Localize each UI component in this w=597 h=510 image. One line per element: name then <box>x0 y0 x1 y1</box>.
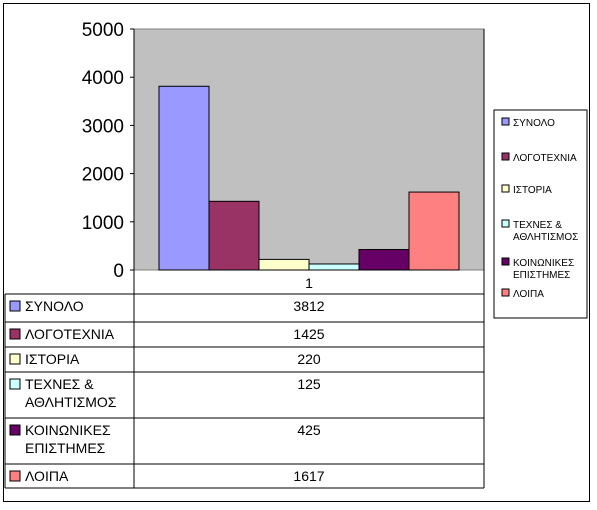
legend-key <box>501 257 510 266</box>
legend-label: ΛΟΓΟΤΕΧΝΙΑ <box>513 153 577 164</box>
legend-label: ΣΥΝΟΛΟ <box>513 118 555 129</box>
table-legend-key <box>9 424 21 436</box>
table-value: 3812 <box>293 298 324 314</box>
bar <box>158 85 210 271</box>
table-legend-key <box>9 470 21 482</box>
legend-label: ΕΠΙΣΤΗΜΕΣ <box>513 270 570 281</box>
y-tick-label: 0 <box>113 261 124 282</box>
bar <box>408 191 460 271</box>
legend-key <box>501 117 510 126</box>
legend-label: ΙΣΤΟΡΙΑ <box>513 185 552 196</box>
y-tick-label: 1000 <box>82 213 124 234</box>
data-table: 1 ΣΥΝΟΛΟ 3812 ΛΟΓΟΤΕΧΝΙΑ 1425 ΙΣΤΟΡΙΑ 220 ΤΕΧΝΕ… <box>4 29 485 489</box>
bar <box>358 249 410 271</box>
table-legend-key <box>9 353 21 365</box>
table-value: 125 <box>297 376 321 392</box>
legend-key <box>501 288 510 297</box>
table-series-label: ΛΟΙΠΑ <box>25 468 69 484</box>
table-legend-key <box>9 300 21 312</box>
table-series-label: ΕΠΙΣΤΗΜΕΣ <box>25 440 106 456</box>
table-series-label: ΚΟΙΝΩΝΙΚΕΣ <box>25 422 111 438</box>
legend-label: ΤΕΧΝΕΣ & <box>513 220 562 231</box>
bar <box>308 263 360 271</box>
legend: ΣΥΝΟΛΟ ΛΟΓΟΤΕΧΝΙΑ ΙΣΤΟΡΙΑ ΤΕΧΝΕΣ &ΑΘΛΗΤΙΣΜΟ… <box>493 109 588 319</box>
y-axis: 0 1000 2000 3000 4000 5000 <box>82 20 135 282</box>
y-tick-label: 3000 <box>82 116 124 137</box>
bars <box>158 85 460 271</box>
table-series-label: ΤΕΧΝΕΣ & <box>25 376 94 392</box>
table-series-label: ΑΘΛΗΤΙΣΜΟΣ <box>25 394 117 410</box>
bar <box>208 200 260 271</box>
legend-label: ΑΘΛΗΤΙΣΜΟΣ <box>513 232 578 243</box>
table-value: 425 <box>297 422 321 438</box>
legend-key <box>501 152 510 161</box>
y-tick-label: 4000 <box>82 68 124 89</box>
category-label: 1 <box>305 275 313 291</box>
legend-key <box>501 219 510 228</box>
table-legend-key <box>9 378 21 390</box>
table-value: 1617 <box>293 468 324 484</box>
legend-label: ΚΟΙΝΩΝΙΚΕΣ <box>513 258 574 269</box>
legend-key <box>501 184 510 193</box>
legend-label: ΛΟΙΠΑ <box>513 289 544 300</box>
bar <box>258 258 310 271</box>
y-tick-label: 5000 <box>82 20 124 41</box>
table-series-label: ΛΟΓΟΤΕΧΝΙΑ <box>25 326 115 342</box>
y-tick-label: 2000 <box>82 165 124 186</box>
table-series-label: ΙΣΤΟΡΙΑ <box>25 351 80 367</box>
table-series-label: ΣΥΝΟΛΟ <box>25 298 84 314</box>
legend-box <box>493 109 588 319</box>
table-value: 220 <box>297 351 321 367</box>
table-legend-key <box>9 328 21 340</box>
table-value: 1425 <box>293 326 324 342</box>
